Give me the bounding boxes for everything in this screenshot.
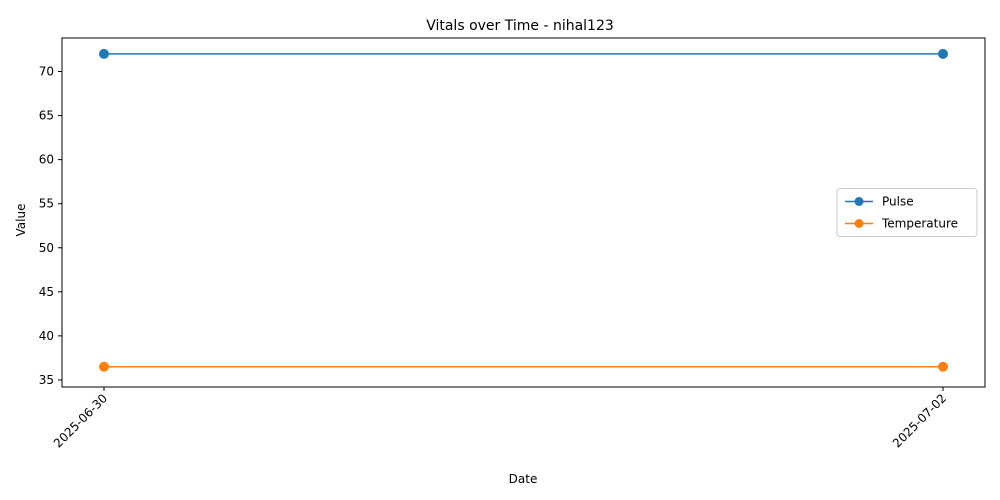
y-tick-label: 55 [39, 197, 54, 211]
legend-marker-temperature [854, 219, 864, 228]
x-axis-label: Date [509, 472, 538, 486]
y-tick-label: 45 [39, 285, 54, 299]
legend-label-temperature: Temperature [881, 217, 958, 231]
chart-title: Vitals over Time - nihal123 [426, 18, 614, 34]
data-point-temperature [938, 361, 948, 372]
y-tick-label: 60 [39, 153, 54, 167]
y-axis-label: Value [14, 204, 28, 237]
legend-marker-pulse [854, 197, 864, 206]
y-tick-label: 40 [39, 329, 54, 343]
legend-box [836, 188, 978, 237]
plot-frame [61, 37, 986, 388]
y-tick-label: 50 [39, 241, 54, 255]
data-point-pulse [938, 48, 948, 59]
data-point-pulse [99, 48, 109, 59]
y-tick-label: 65 [39, 109, 54, 123]
legend-label-pulse: Pulse [882, 195, 914, 209]
data-point-temperature [99, 361, 109, 372]
legend: Pulse Temperature [836, 188, 978, 237]
y-tick-label: 35 [39, 373, 54, 387]
y-tick-label: 70 [39, 64, 54, 78]
